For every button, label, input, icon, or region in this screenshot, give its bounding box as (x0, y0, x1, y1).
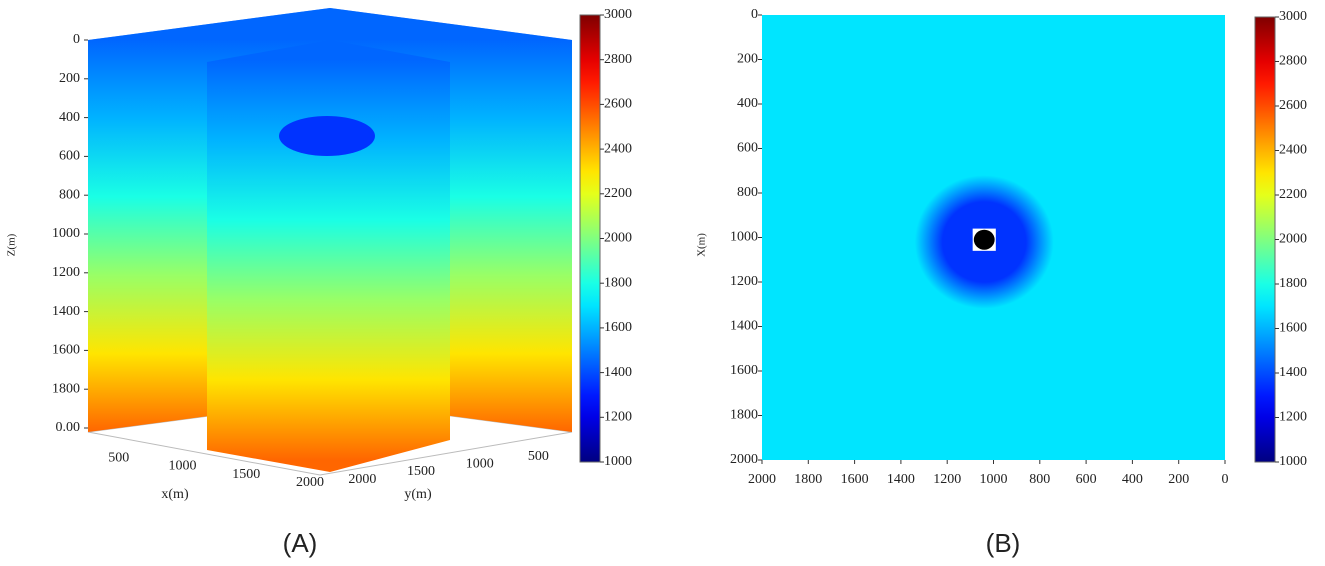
y-tick-label: 1000 (466, 457, 494, 472)
x-tick-label: 1400 (887, 472, 915, 487)
x-tick-label: 1800 (794, 472, 822, 487)
slice-face (207, 40, 330, 472)
colorbar-tick-label: 2800 (1279, 54, 1307, 69)
y-tick-label: 1500 (407, 464, 435, 479)
y-axis-label: y(m) (404, 487, 432, 502)
colorbar (1254, 16, 1276, 463)
z-tick-label: 1000 (52, 226, 80, 241)
colorbar-tick-label: 3000 (1279, 9, 1307, 24)
x-tick-label: 800 (1029, 472, 1050, 487)
colorbar-tick-label: 2400 (604, 141, 632, 156)
slice-face (330, 40, 450, 472)
colorbar-tick-label: 1000 (1279, 454, 1307, 469)
z-tick-label: 0.00 (56, 420, 81, 435)
x-tick-label: 1000 (980, 472, 1008, 487)
x-tick-label: 400 (1122, 472, 1143, 487)
z-tick-label: 400 (59, 110, 80, 125)
y-tick-label: 1400 (730, 319, 758, 334)
colorbar-tick-label: 2600 (604, 97, 632, 112)
colorbar-tick-label: 1800 (604, 275, 632, 290)
colorbar-tick-label: 1800 (1279, 276, 1307, 291)
colorbar-tick-label: 1400 (1279, 365, 1307, 380)
z-tick-label: 0 (73, 32, 80, 47)
panel-label: (A) (283, 528, 318, 558)
colorbar-tick-label: 1200 (604, 410, 632, 425)
colorbar-tick-label: 1000 (604, 454, 632, 469)
colorbar (579, 14, 601, 463)
y-tick-label: 2000 (730, 452, 758, 467)
colorbar-tick-label: 1200 (1279, 410, 1307, 425)
y-tick-label: 200 (737, 52, 758, 67)
y-tick-label: 400 (737, 96, 758, 111)
z-tick-label: 800 (59, 187, 80, 202)
y-tick-label: 1600 (730, 363, 758, 378)
x-tick-label: 2000 (748, 472, 776, 487)
y-tick-label: 1000 (730, 230, 758, 245)
colorbar-tick-label: 1400 (604, 365, 632, 380)
x-tick-label: 600 (1076, 472, 1097, 487)
x-axis-label: x(m) (161, 487, 189, 502)
z-tick-label: 1800 (52, 381, 80, 396)
y-tick-label: 500 (528, 449, 549, 464)
y-tick-label: 800 (737, 185, 758, 200)
colorbar-tick-label: 2400 (1279, 143, 1307, 158)
y-tick-label: 600 (737, 141, 758, 156)
colorbar-tick-label: 2000 (604, 231, 632, 246)
y-tick-label: 1200 (730, 274, 758, 289)
y-tick-label: 0 (751, 7, 758, 22)
colorbar-tick-label: 2800 (604, 52, 632, 67)
z-tick-label: 1400 (52, 304, 80, 319)
colorbar-tick-label: 2000 (1279, 232, 1307, 247)
x-tick-label: 500 (108, 450, 129, 465)
y-axis-label: X(m) (696, 233, 708, 257)
core (973, 229, 995, 250)
colorbar-tick-label: 1600 (1279, 321, 1307, 336)
x-tick-label: 1000 (169, 459, 197, 474)
x-tick-label: 200 (1168, 472, 1189, 487)
x-tick-label: 1200 (933, 472, 961, 487)
z-tick-label: 1600 (52, 343, 80, 358)
x-tick-label: 1600 (841, 472, 869, 487)
colorbar-tick-label: 1600 (604, 320, 632, 335)
colorbar-tick-label: 2600 (1279, 98, 1307, 113)
y-tick-label: 1800 (730, 408, 758, 423)
x-tick-label: 1500 (232, 467, 260, 482)
colorbar-tick-label: 2200 (1279, 187, 1307, 202)
x-tick-label: 0 (1222, 472, 1229, 487)
z-tick-label: 200 (59, 71, 80, 86)
x-tick-label: 2000 (296, 475, 324, 490)
y-tick-label: 2000 (348, 472, 376, 487)
colorbar-tick-label: 2200 (604, 186, 632, 201)
z-axis-label: Z(m) (6, 233, 18, 256)
low-velocity-body (279, 116, 375, 156)
top-face (88, 8, 572, 40)
z-tick-label: 1200 (52, 265, 80, 280)
colorbar-tick-label: 3000 (604, 7, 632, 22)
panel-label: (B) (986, 528, 1021, 558)
z-tick-label: 600 (59, 149, 80, 164)
